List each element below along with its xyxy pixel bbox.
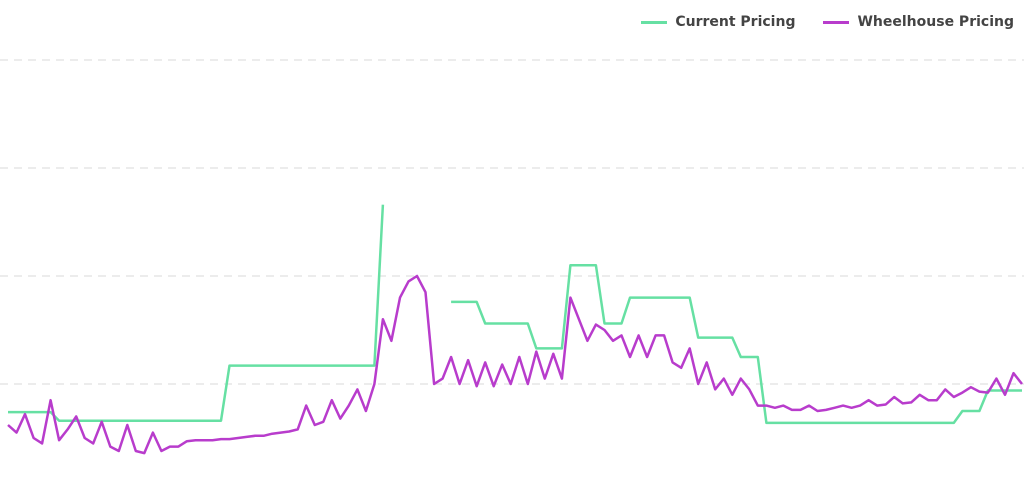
legend-label: Wheelhouse Pricing (857, 14, 1014, 30)
legend-swatch (641, 20, 668, 24)
legend: Current Pricing Wheelhouse Pricing (641, 14, 1014, 30)
legend-label: Current Pricing (675, 14, 796, 30)
series-line (7, 274, 1023, 455)
legend-item[interactable]: Current Pricing (641, 14, 795, 30)
legend-swatch (823, 20, 850, 24)
series-line (8, 204, 1022, 425)
legend-item[interactable]: Wheelhouse Pricing (823, 14, 1014, 30)
